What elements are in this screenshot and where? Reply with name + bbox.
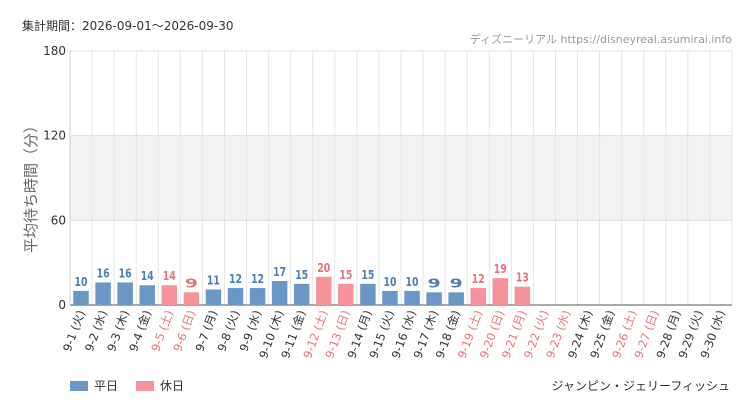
bar (448, 292, 464, 305)
bar-value-label: 10 (406, 275, 419, 289)
bar (338, 283, 354, 305)
bar (73, 290, 89, 305)
bar-value-label: 15 (361, 268, 374, 282)
bar (161, 285, 178, 305)
bar-value-label: 10 (75, 275, 88, 289)
bar-value-label: 12 (251, 272, 264, 286)
bar-value-label: 9 (428, 276, 441, 290)
bar (360, 283, 376, 305)
bar-value-label: 17 (273, 265, 286, 279)
bar (514, 286, 531, 305)
bar-value-label: 9 (185, 276, 198, 290)
bar-value-label: 14 (163, 269, 176, 283)
legend: 平日 休日 (70, 377, 184, 394)
period-label: 集計期間：2026-09-01〜2026-09-30 (22, 19, 234, 33)
bar (227, 288, 244, 305)
bar (95, 282, 111, 305)
y-tick-labels: 0 60 120 180 (43, 44, 66, 312)
bar (271, 281, 288, 305)
legend-label-holiday: 休日 (160, 379, 185, 393)
bar (249, 288, 266, 305)
x-tick-labels: 9-1 (火)9-2 (水)9-3 (木)9-4 (金)9-5 (土)9-6 (… (60, 308, 728, 360)
bar-value-label: 14 (141, 269, 154, 283)
legend-label-weekday: 平日 (94, 379, 119, 393)
bar (316, 276, 332, 305)
bar-value-label: 13 (516, 271, 529, 285)
grid-lines (69, 50, 733, 306)
y-tick-label: 60 (51, 213, 66, 227)
bar-value-label: 16 (119, 266, 132, 280)
bar (426, 292, 442, 305)
bar (404, 290, 420, 305)
bar-value-label: 15 (339, 268, 352, 282)
y-tick-label: 180 (43, 44, 66, 58)
bar (382, 290, 398, 305)
bar-value-label: 15 (295, 268, 308, 282)
bar-value-label: 12 (229, 272, 242, 286)
bar (492, 278, 509, 305)
y-tick-label: 120 (43, 129, 66, 143)
legend-item-weekday: 平日 (70, 377, 118, 394)
bar (139, 285, 155, 305)
bars (73, 276, 531, 305)
legend-swatch-holiday (136, 380, 155, 391)
site-credit: ディズニーリアル https://disneyreal.asumirai.inf… (469, 33, 732, 46)
bar (117, 282, 133, 305)
attraction-name: ジャンピン・ジェリーフィッシュ (551, 379, 730, 393)
bar-value-label: 16 (97, 266, 110, 280)
bar-value-label: 12 (472, 272, 485, 286)
bar-value-label: 10 (383, 275, 396, 289)
legend-item-holiday: 休日 (136, 377, 184, 394)
bar (293, 283, 310, 305)
bar-value-label: 19 (494, 262, 507, 276)
bar (470, 288, 486, 305)
bar-value-label: 9 (450, 276, 463, 290)
bar-value-label: 20 (317, 261, 330, 275)
legend-swatch-weekday (70, 380, 88, 391)
bar (205, 289, 222, 305)
bar (183, 292, 200, 305)
y-tick-label: 0 (58, 298, 66, 312)
bar-value-label: 11 (207, 273, 220, 287)
